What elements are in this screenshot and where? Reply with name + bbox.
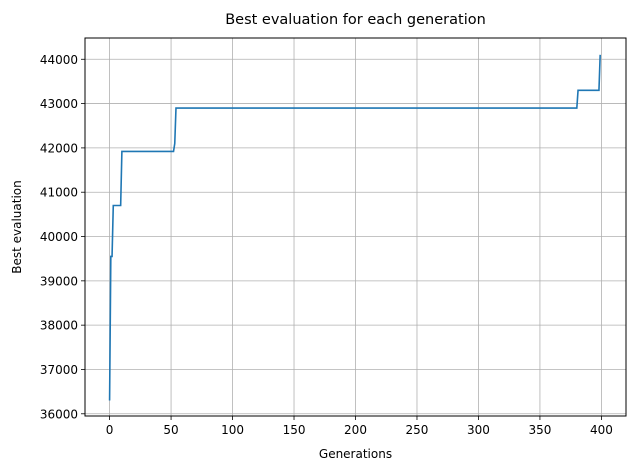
x-tick-label: 50 <box>163 423 178 437</box>
grid <box>85 38 626 416</box>
series-line <box>108 54 601 401</box>
x-tick-label: 250 <box>406 423 429 437</box>
y-tick-label: 43000 <box>40 97 78 111</box>
x-tick-label: 350 <box>528 423 551 437</box>
series-layer <box>108 54 601 401</box>
x-axis-label: Generations <box>319 447 392 461</box>
y-tick-label: 36000 <box>40 407 78 421</box>
x-tick-label: 300 <box>467 423 490 437</box>
y-tick-label: 38000 <box>40 319 78 333</box>
x-tick-label: 0 <box>106 423 114 437</box>
y-tick-label: 41000 <box>40 186 78 200</box>
y-tick-label: 39000 <box>40 274 78 288</box>
y-tick-label: 44000 <box>40 53 78 67</box>
y-tick-label: 40000 <box>40 230 78 244</box>
y-tick-label: 42000 <box>40 141 78 155</box>
y-axis: 36000 37000 38000 39000 40000 41000 42000 43000… <box>40 53 85 421</box>
y-axis-label: Best evaluation <box>10 180 24 274</box>
x-axis: 0 50 100 150 200 250 300 350 400 <box>106 416 613 437</box>
y-tick-label: 37000 <box>40 363 78 377</box>
x-tick-label: 150 <box>283 423 306 437</box>
x-tick-label: 100 <box>221 423 244 437</box>
chart-title: Best evaluation for each generation <box>225 12 486 28</box>
x-tick-label: 200 <box>344 423 367 437</box>
x-tick-label: 400 <box>590 423 613 437</box>
